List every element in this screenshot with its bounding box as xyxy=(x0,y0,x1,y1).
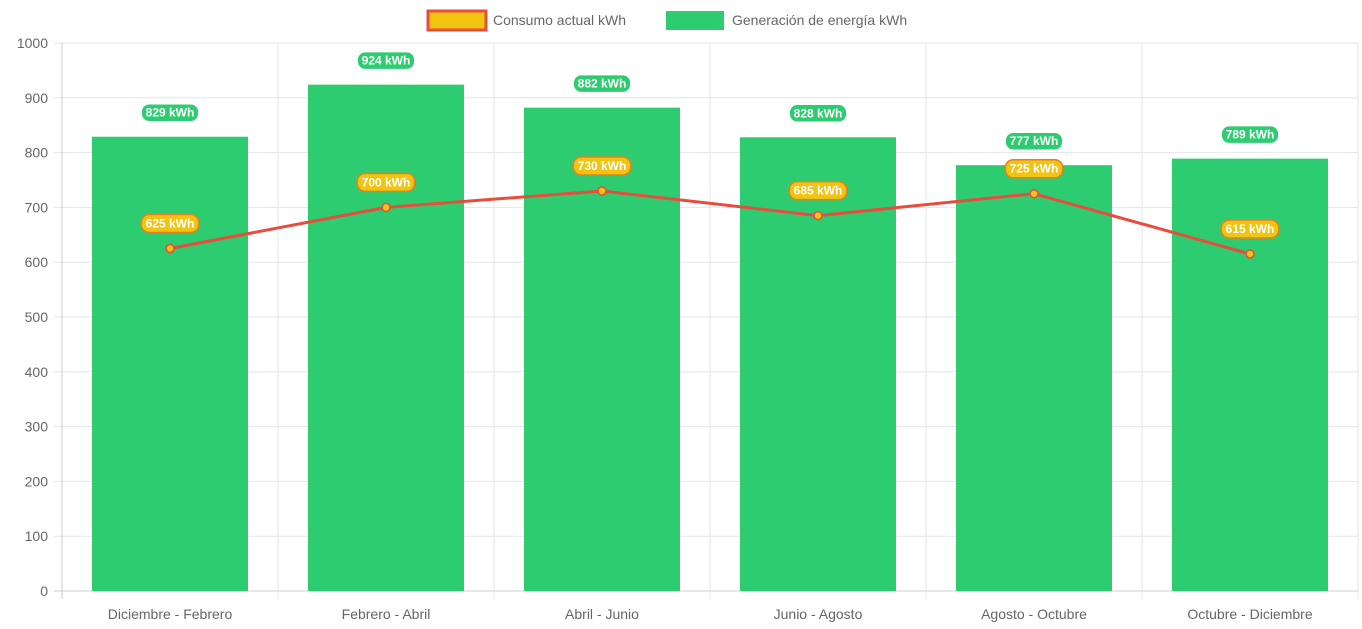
bar-value-label-bg xyxy=(788,103,848,124)
legend-item-consumo[interactable]: Consumo actual kWh xyxy=(426,9,626,32)
bar[interactable] xyxy=(740,137,896,592)
bar-value-label-text: 829 kWh xyxy=(146,106,195,120)
bar-value-label-bg xyxy=(1004,131,1064,151)
x-tick-label: Febrero - Abril xyxy=(342,606,431,622)
bar-value-label: 924 kWh xyxy=(356,50,416,71)
legend-label-consumo: Consumo actual kWh xyxy=(493,12,626,28)
bar-value-label-text: 924 kWh xyxy=(362,54,411,68)
line-value-label-bg xyxy=(1004,158,1064,179)
data-labels: 829 kWh 924 kWh 882 kWh 828 kWh 777 kWh 789 k… xyxy=(140,50,1280,239)
line-series xyxy=(165,186,1255,259)
line-value-label-bg xyxy=(1220,219,1280,239)
bar-value-label-bg xyxy=(1220,124,1280,145)
line-value-label: 730 kWh xyxy=(572,156,632,176)
bar-value-label-bg xyxy=(572,73,632,94)
y-tick-label: 200 xyxy=(25,473,49,489)
y-tick-label: 600 xyxy=(25,254,49,270)
x-tick-label: Diciembre - Febrero xyxy=(108,606,233,622)
grid xyxy=(54,42,1359,599)
x-tick-label: Octubre - Diciembre xyxy=(1187,606,1312,622)
line-value-label: 700 kWh xyxy=(356,172,416,193)
bar-value-label: 828 kWh xyxy=(788,103,848,124)
bar[interactable] xyxy=(92,136,248,591)
line-value-label-text: 615 kWh xyxy=(1226,222,1275,236)
bar-value-label-text: 882 kWh xyxy=(578,77,627,91)
line-value-label: 625 kWh xyxy=(140,213,200,234)
line-value-label-text: 700 kWh xyxy=(362,175,411,189)
x-tick-label: Junio - Agosto xyxy=(774,606,863,622)
line-value-label-text: 730 kWh xyxy=(578,159,627,173)
bar[interactable] xyxy=(524,107,680,591)
bar-series xyxy=(92,84,1328,592)
bar[interactable] xyxy=(308,84,464,591)
line-value-label-bg xyxy=(572,156,632,176)
legend-swatch-generacion xyxy=(666,11,724,30)
line-value-label-bg xyxy=(356,172,416,193)
x-tick-label: Agosto - Octubre xyxy=(981,606,1087,622)
bar-value-label: 829 kWh xyxy=(140,102,200,123)
line-value-label-text: 625 kWh xyxy=(146,217,195,231)
bar[interactable] xyxy=(956,165,1112,592)
line-value-label: 615 kWh xyxy=(1220,219,1280,239)
line-point[interactable] xyxy=(1029,188,1039,199)
y-tick-label: 1000 xyxy=(17,35,48,51)
line-value-label-bg xyxy=(788,180,848,201)
legend-item-generacion[interactable]: Generación de energía kWh xyxy=(666,11,907,30)
line-point[interactable] xyxy=(597,186,607,196)
line-value-label-bg xyxy=(140,213,200,234)
bar-value-label-bg xyxy=(140,102,200,123)
y-tick-label: 300 xyxy=(25,419,49,435)
y-tick-label: 0 xyxy=(40,583,48,599)
bar-value-label: 777 kWh xyxy=(1004,131,1064,151)
bar-value-label-text: 828 kWh xyxy=(794,106,843,120)
x-tick-label: Abril - Junio xyxy=(565,606,639,622)
line-point[interactable] xyxy=(813,210,823,221)
y-tick-label: 500 xyxy=(25,309,49,325)
bar-value-label: 882 kWh xyxy=(572,73,632,94)
bar-value-label-text: 789 kWh xyxy=(1226,128,1275,142)
line-value-label: 725 kWh xyxy=(1004,158,1064,179)
legend-swatch-consumo xyxy=(426,9,488,32)
line-point[interactable] xyxy=(1245,249,1255,259)
y-tick-label: 100 xyxy=(25,528,49,544)
line-value-label: 685 kWh xyxy=(788,180,848,201)
bar-value-label-text: 777 kWh xyxy=(1010,134,1059,148)
line-path xyxy=(169,189,1251,256)
line-value-label-text: 725 kWh xyxy=(1010,162,1059,176)
axes: 0 100 200 300 400 500 600 700 800 900 1000 Diciembr… xyxy=(17,35,1313,622)
line-point[interactable] xyxy=(165,243,175,254)
line-point[interactable] xyxy=(381,202,391,213)
y-tick-label: 800 xyxy=(25,145,49,161)
y-tick-label: 400 xyxy=(25,364,49,380)
bar-value-label: 789 kWh xyxy=(1220,124,1280,145)
y-tick-label: 700 xyxy=(25,199,49,215)
bar-value-label-bg xyxy=(356,50,416,71)
y-tick-label: 900 xyxy=(25,90,49,106)
line-value-label-text: 685 kWh xyxy=(794,184,843,198)
legend-label-generacion: Generación de energía kWh xyxy=(732,12,907,28)
legend[interactable]: Consumo actual kWh Generación de energía … xyxy=(426,9,907,32)
